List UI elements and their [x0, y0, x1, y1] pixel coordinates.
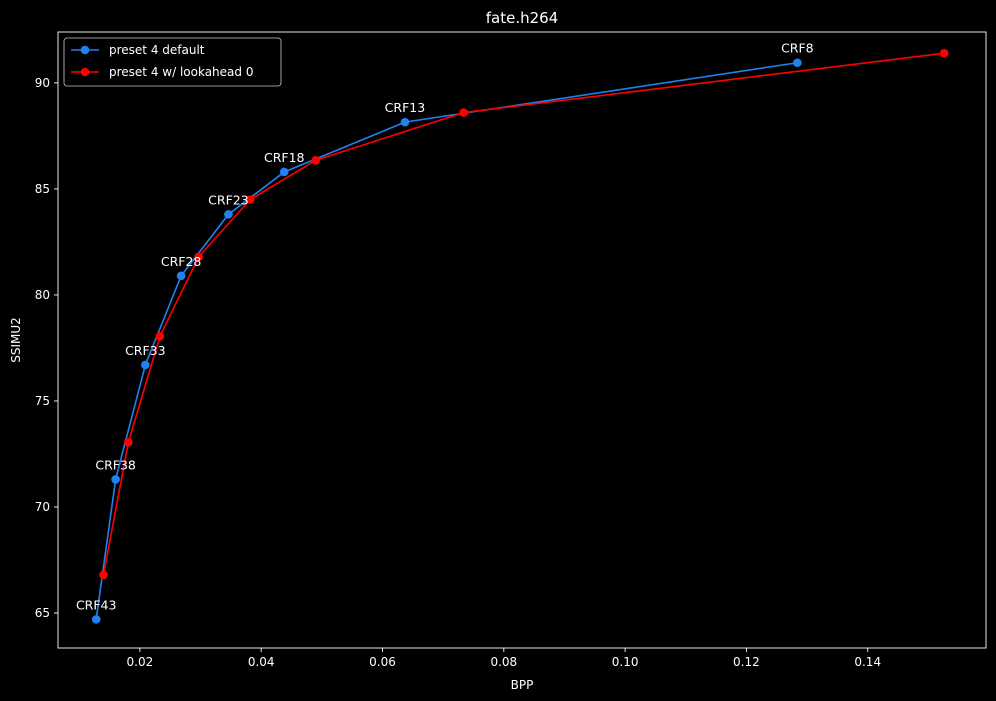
legend-swatch-marker: [80, 67, 90, 77]
y-tick-label: 90: [35, 76, 50, 90]
y-tick-label: 70: [35, 500, 50, 514]
point-label: CRF28: [161, 254, 202, 269]
data-point: [194, 252, 204, 262]
point-label: CRF43: [76, 597, 117, 612]
legend-label: preset 4 default: [109, 43, 205, 57]
data-point: [99, 570, 108, 580]
x-tick-label: 0.12: [733, 655, 760, 669]
legend-label: preset 4 w/ lookahead 0: [109, 65, 253, 79]
y-tick-label: 75: [35, 394, 50, 408]
data-point: [224, 210, 233, 219]
x-tick-label: 0.06: [369, 655, 396, 669]
y-tick-label: 85: [35, 182, 50, 196]
legend-box: [63, 37, 282, 87]
legend-item-2: preset 4 w/ lookahead 0: [71, 65, 253, 79]
data-point: [459, 108, 469, 117]
point-label: CRF38: [95, 457, 136, 472]
data-point: [91, 615, 101, 624]
data-point: [141, 360, 150, 370]
plot-area: [57, 31, 987, 649]
data-point: [939, 48, 949, 58]
data-point: [279, 167, 289, 177]
y-axis-label: SSIMU2: [9, 317, 23, 363]
legend: preset 4 default preset 4 w/ lookahead 0: [63, 37, 282, 87]
data-point: [245, 195, 255, 204]
point-label: CRF13: [385, 100, 426, 115]
x-tick-label: 0.10: [612, 655, 639, 669]
legend-swatch-marker: [80, 45, 90, 55]
point-label: CRF18: [264, 150, 305, 165]
y-tick-label: 80: [35, 288, 50, 302]
x-tick-label: 0.08: [490, 655, 517, 669]
data-point: [176, 271, 186, 281]
series-line: [95, 61, 798, 620]
data-point: [155, 331, 165, 341]
series-line: [102, 52, 945, 575]
point-label: CRF8: [781, 41, 814, 56]
series-layer: [91, 48, 949, 624]
x-tick-label: 0.04: [248, 655, 275, 669]
x-axis-label: BPP: [511, 678, 534, 692]
series-2: [99, 48, 949, 580]
data-point: [111, 475, 120, 484]
x-axis: 0.02 0.04 0.06 0.08 0.10 0.12 0.14: [127, 648, 881, 669]
y-axis: 65 70 75 80 85 90: [35, 76, 58, 620]
legend-item-1: preset 4 default: [71, 43, 205, 57]
series-1: [91, 58, 802, 624]
x-tick-label: 0.14: [854, 655, 881, 669]
y-tick-label: 65: [35, 606, 50, 620]
data-point: [311, 155, 321, 165]
data-point: [793, 58, 802, 68]
point-labels: CRF43 CRF38 CRF33 CRF28 CRF23 CRF18 CRF13 CRF8: [76, 41, 814, 613]
chart-title: fate.h264: [486, 9, 559, 27]
data-point: [400, 117, 410, 127]
x-tick-label: 0.02: [127, 655, 154, 669]
point-label: CRF33: [125, 343, 166, 358]
data-point: [124, 438, 133, 447]
point-label: CRF23: [208, 192, 249, 207]
